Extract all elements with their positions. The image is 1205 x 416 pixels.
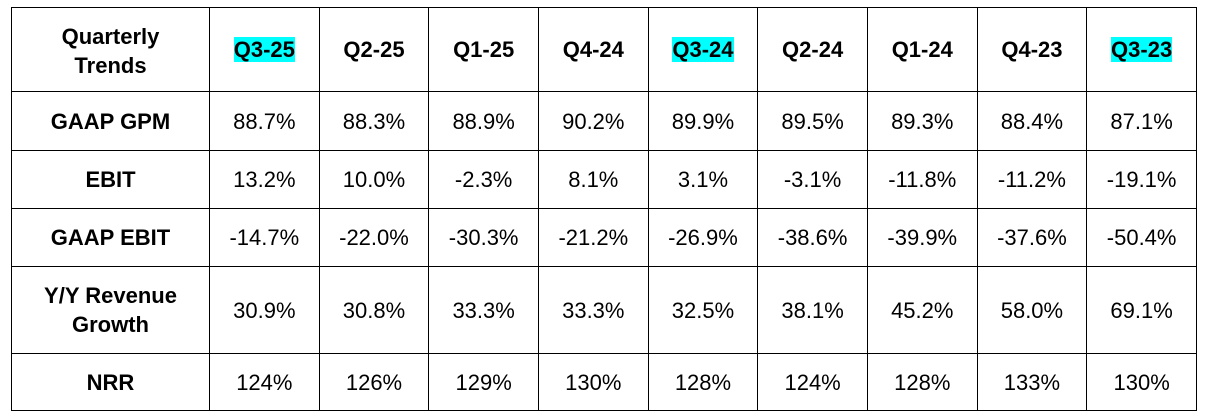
table-cell: -26.9% [647,208,759,267]
column-header: Q3-25 [209,7,320,92]
column-header: Q2-24 [757,7,868,92]
table-cell: 89.5% [757,91,868,151]
table-row: GAAP EBIT -14.7% -22.0% -30.3% -21.2% -26.9% -… [11,208,1197,267]
row-label: Y/Y Revenue Growth [11,266,210,354]
column-header-label: Q3-23 [1111,37,1173,62]
table-cell: -38.6% [757,208,868,267]
column-header-label: Q2-25 [343,37,405,62]
corner-label-line-2: Trends [74,53,147,78]
table-cell: -2.3% [428,150,539,209]
row-label: GAAP GPM [11,91,210,151]
table-cell: 128% [647,353,759,411]
table-cell: 129% [428,353,539,411]
row-label: NRR [11,353,210,411]
table-cell: 124% [209,353,320,411]
table-cell: 130% [537,353,649,411]
table-cell: 124% [757,353,868,411]
table-cell: 13.2% [209,150,320,209]
column-header-label: Q2-24 [782,37,844,62]
table-row: NRR 124% 126% 129% 130% 128% 124% 128% 133% 130% [11,353,1197,411]
table-cell: -11.8% [866,150,978,209]
column-header-label: Q3-24 [672,37,734,62]
table-cell: 30.8% [318,266,430,354]
table-cell: 69.1% [1086,266,1197,354]
column-header: Q1-24 [866,7,978,92]
table-cell: 10.0% [318,150,430,209]
table-cell: -37.6% [976,208,1088,267]
table-cell: -22.0% [318,208,430,267]
table-cell: -30.3% [428,208,539,267]
row-label: GAAP EBIT [11,208,210,267]
table-cell: 58.0% [976,266,1088,354]
table-cell: 87.1% [1086,91,1197,151]
table-cell: -19.1% [1086,150,1197,209]
column-header-label: Q1-24 [891,37,953,62]
table-cell: -14.7% [209,208,320,267]
table-cell: 8.1% [537,150,649,209]
row-label: EBIT [11,150,210,209]
table-row: EBIT 13.2% 10.0% -2.3% 8.1% 3.1% -3.1% -11.8% -1… [11,150,1197,209]
column-header-label: Q3-25 [233,37,295,62]
table-cell: 90.2% [537,91,649,151]
column-header: Q3-23 [1086,7,1197,92]
table-cell: 128% [866,353,978,411]
table-cell: -50.4% [1086,208,1197,267]
table-cell: 30.9% [209,266,320,354]
corner-label: Quarterly Trends [11,7,210,92]
table-cell: 130% [1086,353,1197,411]
table-cell: 32.5% [647,266,759,354]
table-cell: 89.3% [866,91,978,151]
table-cell: 89.9% [647,91,759,151]
table-cell: 45.2% [866,266,978,354]
column-header: Q4-24 [537,7,649,92]
header-row: Quarterly Trends Q3-25 Q2-25 Q1-25 Q4-24… [11,7,1197,92]
table-row: GAAP GPM 88.7% 88.3% 88.9% 90.2% 89.9% 89.5% 89… [11,91,1197,151]
column-header: Q4-23 [976,7,1088,92]
table-cell: 33.3% [428,266,539,354]
table-cell: 133% [976,353,1088,411]
table-cell: 38.1% [757,266,868,354]
table-cell: 88.9% [428,91,539,151]
table-cell: 126% [318,353,430,411]
table-row: Y/Y Revenue Growth 30.9% 30.8% 33.3% 33.3% 32… [11,266,1197,354]
table-cell: -21.2% [537,208,649,267]
table-cell: -39.9% [866,208,978,267]
table-cell: 3.1% [647,150,759,209]
column-header-label: Q4-24 [562,37,624,62]
table-cell: -3.1% [757,150,868,209]
column-header: Q3-24 [647,7,759,92]
column-header-label: Q4-23 [1001,37,1063,62]
column-header: Q2-25 [318,7,430,92]
table-cell: 33.3% [537,266,649,354]
corner-label-line-1: Quarterly [61,24,160,49]
table-cell: 88.7% [209,91,320,151]
column-header-label: Q1-25 [453,37,515,62]
column-header: Q1-25 [428,7,539,92]
table-cell: 88.3% [318,91,430,151]
table-cell: -11.2% [976,150,1088,209]
quarterly-trends-table: Quarterly Trends Q3-25 Q2-25 Q1-25 Q4-24… [11,7,1197,411]
table-cell: 88.4% [976,91,1088,151]
